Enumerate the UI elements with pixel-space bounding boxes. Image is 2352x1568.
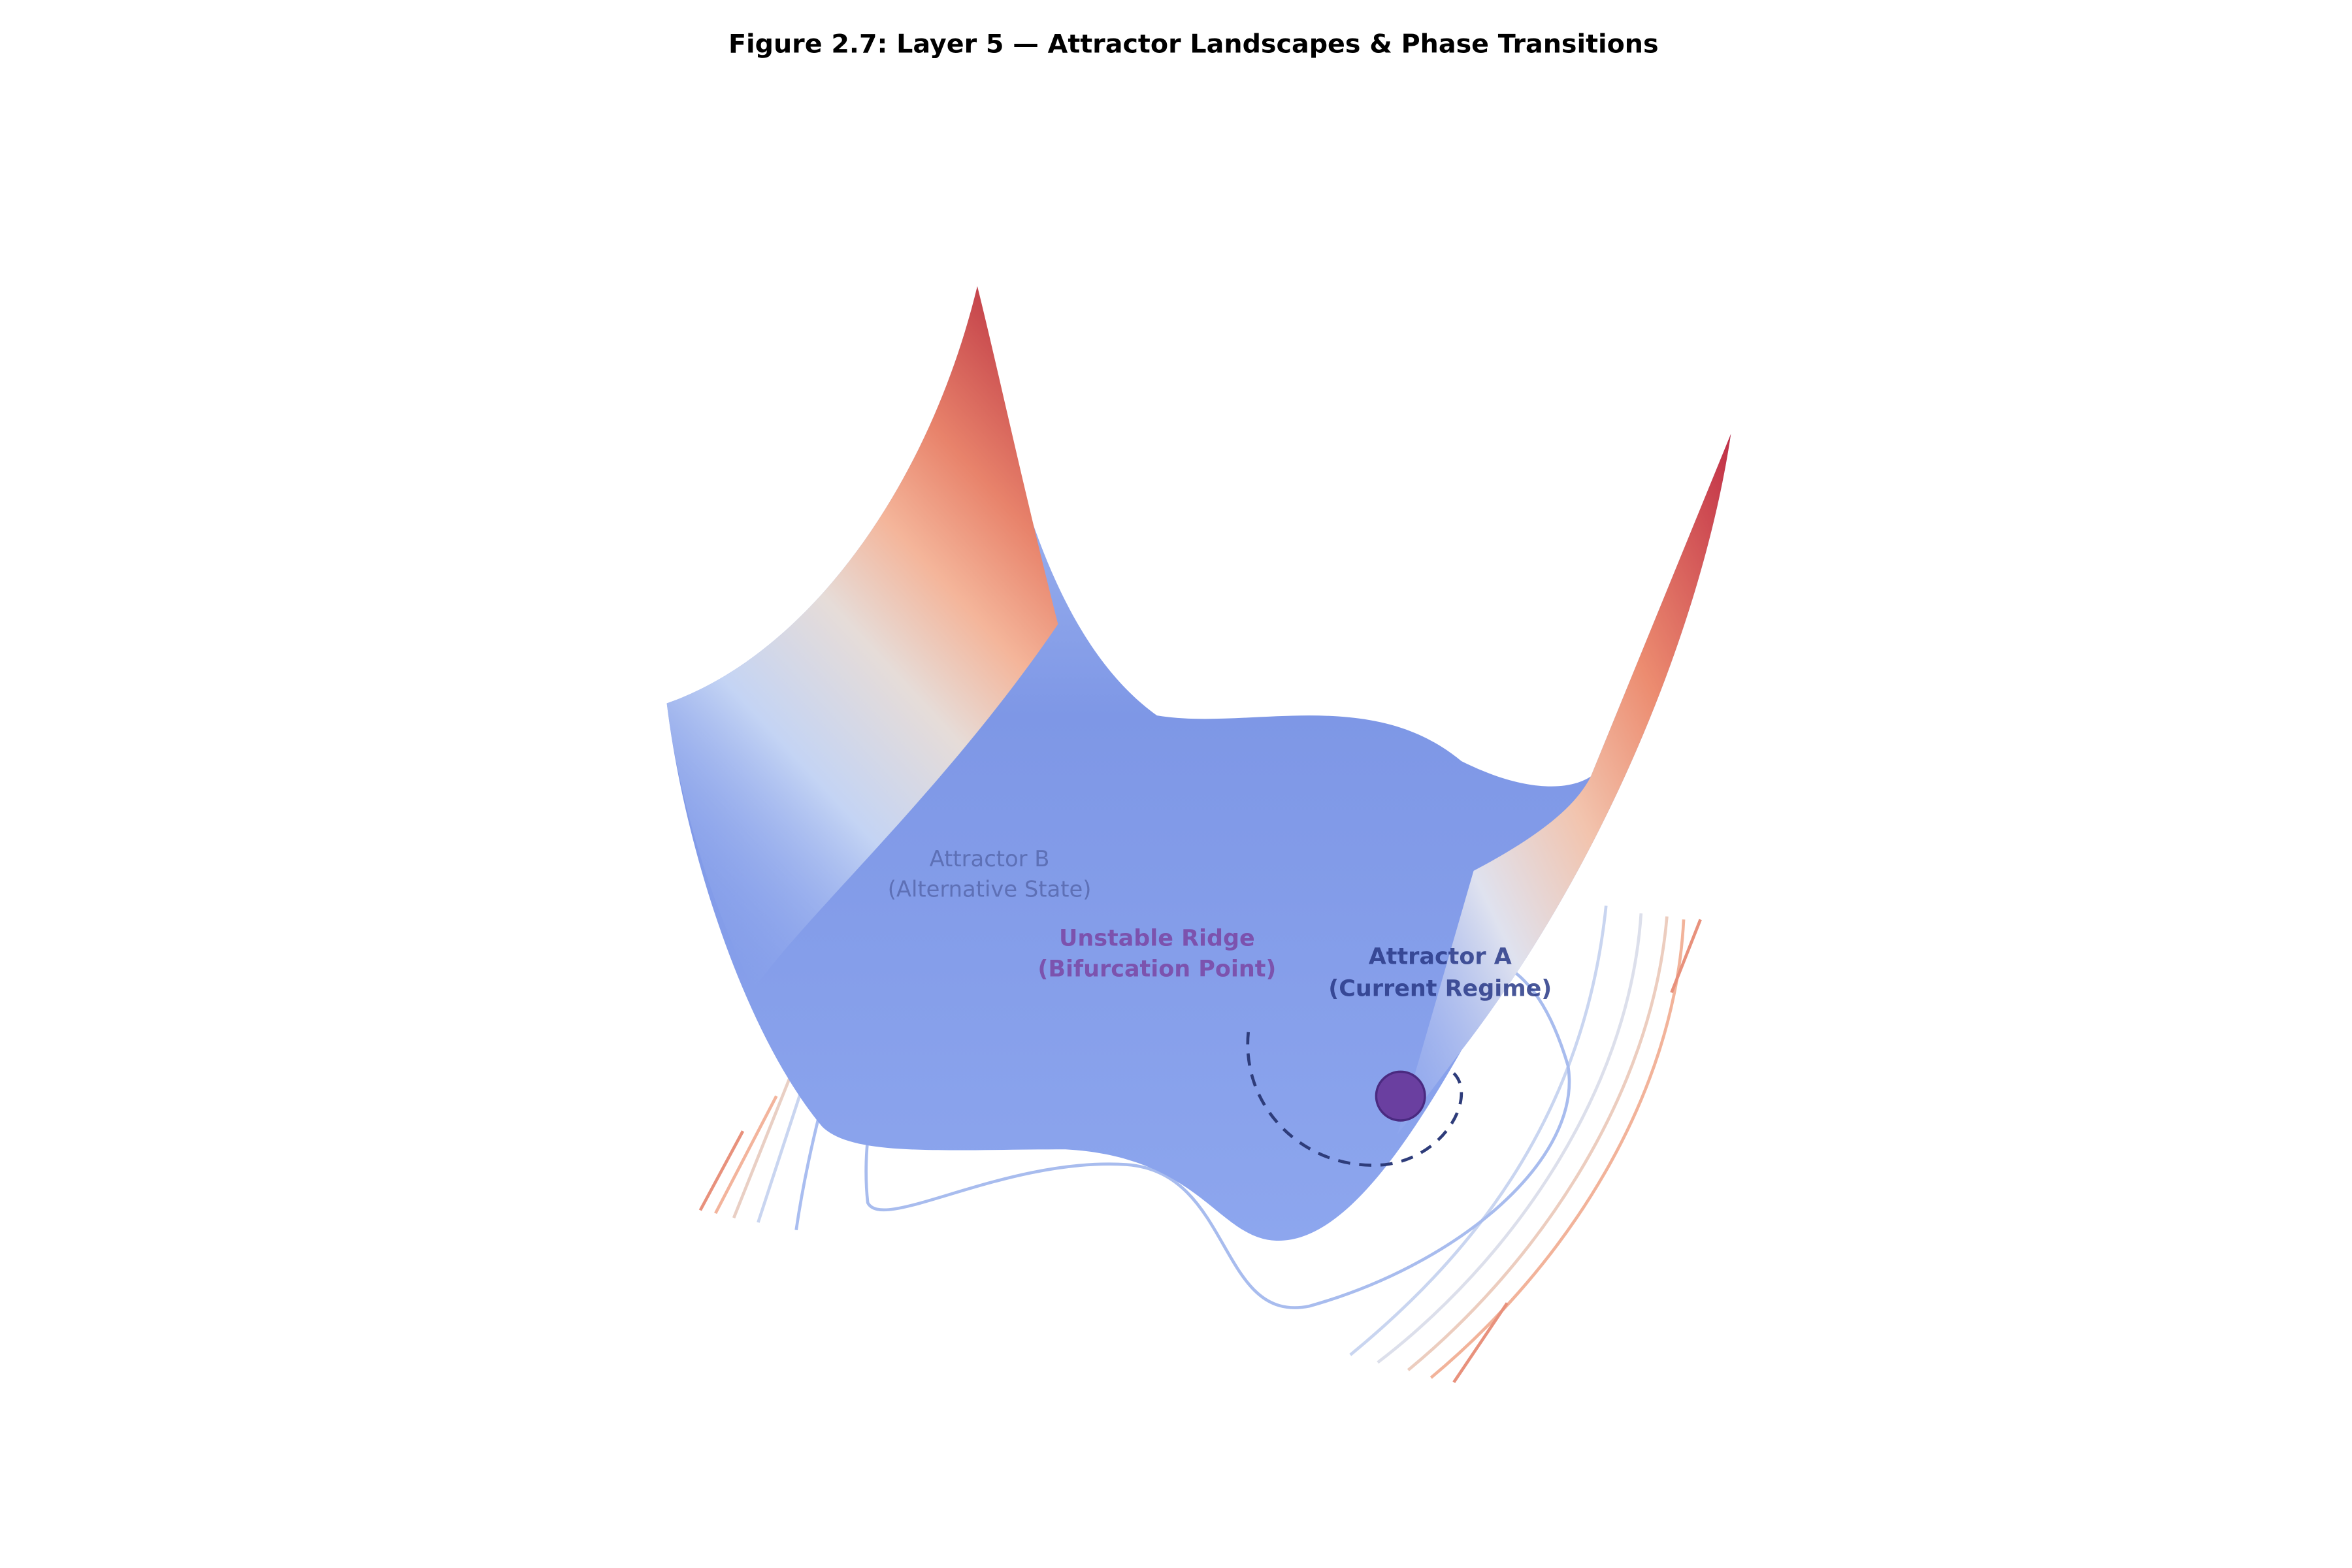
annotation: Unstable Ridge (Bifurcation Point): [1037, 926, 1276, 983]
annotation-line: Attractor B: [930, 846, 1050, 872]
title: Figure 2.7: Layer 5 — Attractor Landscap…: [728, 29, 1659, 59]
annotation: Attractor B (Alternative State): [888, 846, 1092, 902]
annotation-line: (Alternative State): [888, 877, 1092, 902]
annotation-line: Unstable Ridge: [1059, 926, 1255, 952]
annotation: Attractor A (Current Regime): [1328, 944, 1552, 1002]
surface-wall: [666, 286, 1058, 990]
annotation-line: (Bifurcation Point): [1037, 956, 1276, 982]
annotation-line: (Current Regime): [1328, 976, 1552, 1002]
annotation-line: Attractor A: [1369, 944, 1512, 970]
surface-wall: [1397, 434, 1731, 1134]
attractor-marker: [1375, 1070, 1426, 1122]
